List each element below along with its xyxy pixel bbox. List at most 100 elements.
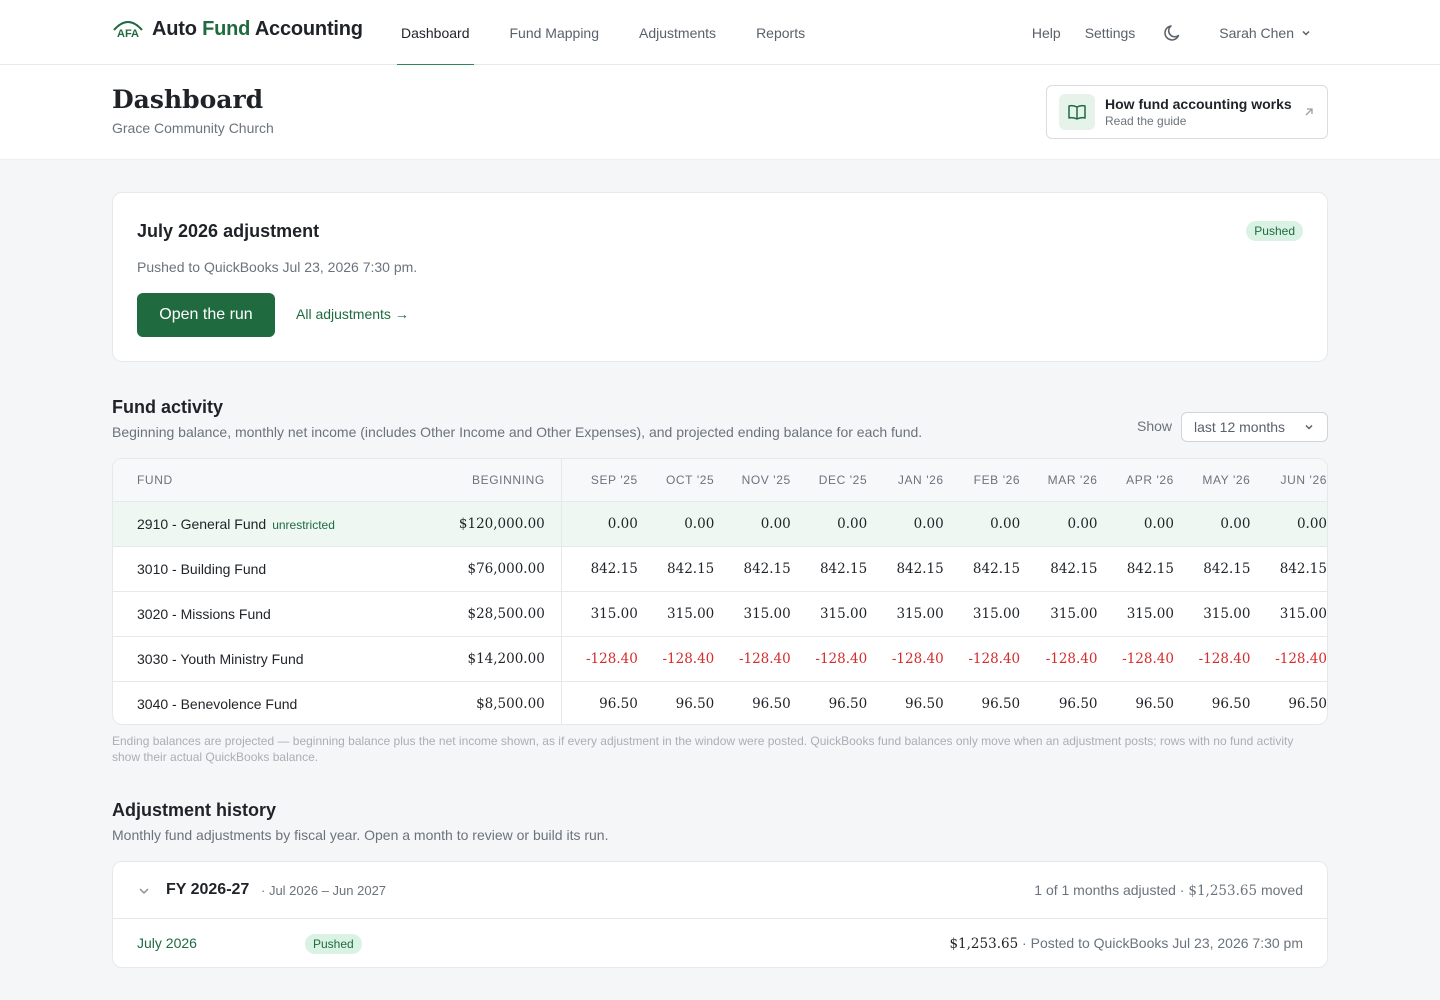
settings-link[interactable]: Settings (1084, 24, 1136, 41)
fund-activity-table-card[interactable]: FUND BEGINNING SEP '25 OCT '25 NOV '25 DEC … (112, 458, 1328, 725)
monthly-net-income-cell: -128.40 (1250, 636, 1327, 682)
tab-reports[interactable]: Reports (756, 24, 806, 41)
column-header-month: MAY '26 (1173, 459, 1251, 502)
month-detail: $1,253.65 · Posted to QuickBooks Jul 23,… (949, 935, 1303, 952)
monthly-net-income-cell: 96.50 (752, 695, 791, 712)
monthly-net-income-cell: 96.50 (1135, 695, 1174, 712)
fund-name-cell: 3010 - Building Fund (113, 546, 369, 592)
fund-name-cell: 2910 - General Fund unrestricted (113, 501, 369, 547)
fund-name-cell: 3040 - Benevolence Fund (113, 681, 368, 724)
app-name: Auto Fund Accounting (152, 17, 363, 40)
column-header-month: MAR '26 (1020, 459, 1098, 502)
show-label: Show (1137, 418, 1173, 434)
adjustment-title: July 2026 adjustment (137, 221, 320, 241)
monthly-net-income-cell: 842.15 (1250, 546, 1327, 592)
fiscal-year-range: · Jul 2026 – Jun 2027 (261, 883, 387, 898)
period-select[interactable]: last 12 months (1181, 412, 1328, 442)
monthly-net-income-cell: 842.15 (1020, 546, 1098, 592)
adjustment-history-title: Adjustment history (112, 800, 277, 820)
fund-name: 3040 - Benevolence Fund (137, 695, 298, 712)
monthly-net-income-cell: -128.40 (714, 636, 791, 682)
beginning-balance-cell: $14,200.00 (368, 636, 562, 682)
monthly-net-income-cell: 0.00 (1173, 501, 1251, 547)
table-row[interactable]: 3010 - Building Fund $76,000.00 842.15 842.… (113, 546, 1327, 592)
brand[interactable]: AFA Auto Fund Accounting (112, 16, 363, 42)
monthly-net-income-cell: -128.40 (1097, 636, 1174, 682)
monthly-net-income-cell: 0.00 (1097, 501, 1174, 547)
monthly-net-income-cell: 315.00 (943, 591, 1021, 637)
monthly-net-income-cell: 96.50 (981, 695, 1021, 712)
month-status-badge: Pushed (305, 934, 362, 954)
fund-name: 3030 - Youth Ministry Fund (137, 650, 304, 667)
open-run-button[interactable]: Open the run (137, 293, 275, 337)
column-header-month: OCT '25 (637, 459, 715, 502)
afa-logo-icon: AFA (113, 21, 143, 40)
monthly-net-income-cell: 0.00 (1250, 501, 1327, 547)
nav-right: Help Settings Sarah Chen (1008, 0, 1312, 65)
fund-name-cell: 3030 - Youth Ministry Fund (113, 636, 369, 682)
all-adjustments-link[interactable]: All adjustments → (296, 306, 409, 322)
svg-text:AFA: AFA (117, 28, 139, 40)
monthly-net-income-cell: 842.15 (1173, 546, 1251, 592)
projection-footnote: Ending balances are projected — beginnin… (112, 734, 1294, 764)
beginning-balance-cell: $8,500.00 (368, 681, 562, 724)
monthly-net-income-cell: 96.50 (1288, 695, 1327, 712)
table-row[interactable]: 3030 - Youth Ministry Fund $14,200.00 -128… (113, 636, 1327, 682)
fund-tag: unrestricted (272, 517, 335, 532)
column-header-fund: FUND (113, 459, 369, 502)
guide-link-card[interactable]: How fund accounting works Read the guide (1046, 85, 1328, 139)
user-menu[interactable]: Sarah Chen (1219, 25, 1312, 41)
tab-adjustments[interactable]: Adjustments (639, 24, 717, 41)
monthly-net-income-cell: 0.00 (1020, 501, 1098, 547)
fiscal-year-header[interactable]: FY 2026-27 · Jul 2026 – Jun 2027 1 of 1 … (113, 862, 1327, 919)
monthly-net-income-cell: -128.40 (943, 636, 1021, 682)
guide-title: How fund accounting works (1105, 96, 1292, 112)
beginning-balance-cell: $120,000.00 (368, 501, 562, 547)
monthly-net-income-cell: 0.00 (637, 501, 715, 547)
table-row[interactable]: 3040 - Benevolence Fund $8,500.00 96.50 96.… (113, 681, 1327, 724)
monthly-net-income-cell: 96.50 (828, 695, 868, 712)
current-adjustment-card: July 2026 adjustment Pushed Pushed to Qu… (112, 192, 1328, 362)
fund-activity-table: FUND BEGINNING SEP '25 OCT '25 NOV '25 DEC … (113, 459, 1327, 724)
table-row[interactable]: 3020 - Missions Fund $28,500.00 315.00 315.… (113, 591, 1327, 637)
status-badge: Pushed (1246, 221, 1303, 241)
column-header-month: JUN '26 (1250, 459, 1327, 502)
column-header-month: APR '26 (1097, 459, 1174, 502)
monthly-net-income-cell: 842.15 (790, 546, 868, 592)
adjustment-description: Pushed to QuickBooks Jul 23, 2026 7:30 p… (137, 259, 418, 275)
monthly-net-income-cell: 315.00 (1020, 591, 1098, 637)
monthly-net-income-cell: 0.00 (561, 501, 638, 547)
month-row[interactable]: July 2026 Pushed $1,253.65 · Posted to Q… (113, 919, 1327, 967)
guide-subtitle: Read the guide (1105, 114, 1187, 128)
monthly-net-income-cell: 96.50 (1211, 695, 1251, 712)
monthly-net-income-cell: 0.00 (867, 501, 944, 547)
organization-name: Grace Community Church (112, 120, 274, 136)
beginning-balance-cell: $76,000.00 (368, 546, 562, 592)
monthly-net-income-cell: -128.40 (637, 636, 715, 682)
monthly-net-income-cell: 315.00 (1250, 591, 1327, 637)
external-arrow-icon (1305, 108, 1313, 116)
main-tabs: Dashboard Fund Mapping Adjustments Repor… (397, 0, 841, 66)
monthly-net-income-cell: 0.00 (943, 501, 1021, 547)
column-header-month: DEC '25 (790, 459, 868, 502)
column-header-month: SEP '25 (561, 459, 638, 502)
month-link[interactable]: July 2026 (137, 935, 197, 951)
table-row[interactable]: 2910 - General Fund unrestricted $120,000.… (113, 501, 1327, 547)
tab-fund-mapping[interactable]: Fund Mapping (509, 24, 600, 41)
monthly-net-income-cell: 96.50 (905, 695, 944, 712)
tab-dashboard[interactable]: Dashboard (397, 0, 474, 66)
monthly-net-income-cell: 0.00 (714, 501, 791, 547)
column-header-month: JAN '26 (867, 459, 944, 502)
monthly-net-income-cell: 315.00 (1097, 591, 1174, 637)
dark-mode-moon-icon[interactable] (1163, 23, 1183, 43)
chevron-down-icon[interactable] (137, 884, 151, 898)
monthly-net-income-cell: 842.15 (943, 546, 1021, 592)
monthly-net-income-cell: -128.40 (867, 636, 944, 682)
monthly-net-income-cell: -128.40 (1020, 636, 1098, 682)
monthly-net-income-cell: 315.00 (637, 591, 715, 637)
monthly-net-income-cell: -128.40 (1173, 636, 1251, 682)
fiscal-year-label: FY 2026-27 (166, 881, 250, 898)
monthly-net-income-cell: 842.15 (1097, 546, 1174, 592)
fund-name: 3020 - Missions Fund (137, 605, 271, 622)
help-link[interactable]: Help (1031, 24, 1061, 41)
